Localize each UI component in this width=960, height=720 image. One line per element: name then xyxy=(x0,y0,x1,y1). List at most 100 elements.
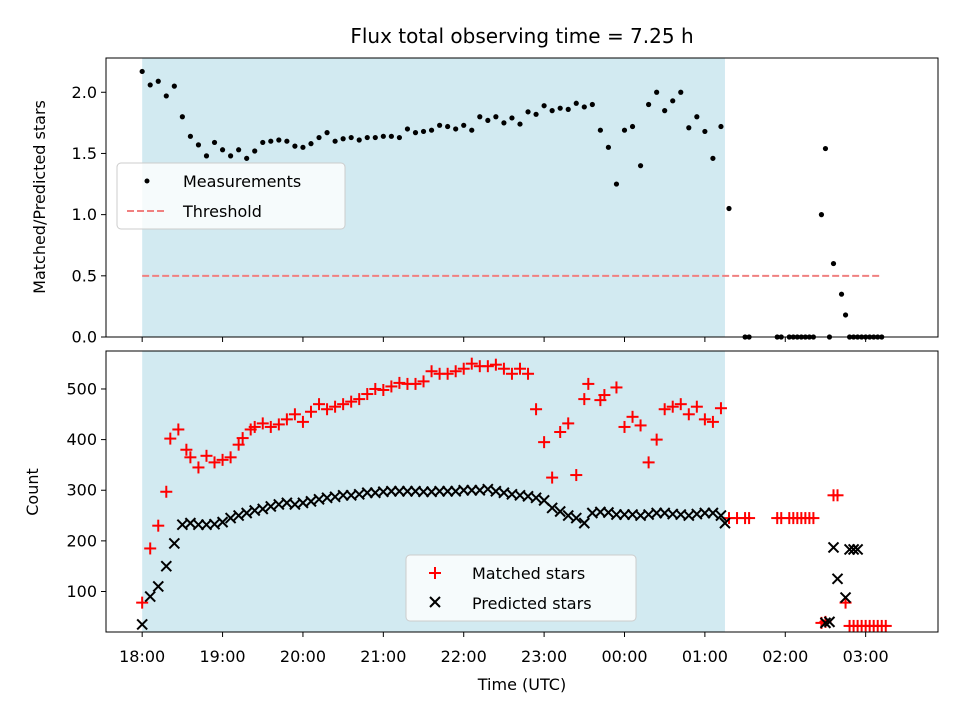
matched-star-point xyxy=(272,418,285,431)
measurement-point xyxy=(565,106,571,112)
predicted-star-point xyxy=(827,541,840,554)
matched-star-point xyxy=(321,403,334,416)
measurement-point xyxy=(364,134,370,141)
predicted-star-point xyxy=(823,616,836,628)
matched-star-point xyxy=(807,512,820,525)
measurement-point xyxy=(629,123,636,130)
measurement-point xyxy=(155,78,161,84)
matched-star-point xyxy=(248,420,261,433)
measurement-point xyxy=(300,144,306,150)
predicted-star-point xyxy=(136,618,148,631)
measurement-point xyxy=(710,155,716,161)
top-legend: Measurements Threshold xyxy=(116,162,346,230)
matched-star-point xyxy=(200,449,213,462)
matched-star-point xyxy=(264,420,277,433)
measurement-point xyxy=(654,89,660,95)
matched-star-point xyxy=(377,383,390,396)
predicted-star-point xyxy=(305,495,317,508)
x-axis-label: Time (UTC) xyxy=(477,675,566,694)
measurement-point xyxy=(316,134,322,141)
measurement-point xyxy=(139,68,145,75)
measurement-point xyxy=(147,82,153,88)
matched-star-point xyxy=(192,461,205,474)
predicted-star-point xyxy=(265,500,277,513)
matched-star-point xyxy=(417,375,430,388)
matched-star-point xyxy=(505,367,518,380)
top-y-axis-label: Matched/Predicted stars xyxy=(30,100,49,294)
measurement-point xyxy=(388,133,394,139)
measurement-point xyxy=(605,144,612,150)
bottom-y-tick-label: 400 xyxy=(66,430,97,449)
top-legend-box xyxy=(116,162,346,230)
matched-star-point xyxy=(160,485,173,498)
measurement-point xyxy=(541,103,547,109)
predicted-star-point xyxy=(839,591,852,604)
measurement-point xyxy=(686,125,692,131)
matched-star-point xyxy=(136,596,149,609)
predicted-star-point xyxy=(554,505,566,518)
matched-star-point xyxy=(598,389,611,402)
predicted-star-point xyxy=(160,560,172,572)
matched-star-point xyxy=(329,400,342,413)
predicted-star-point xyxy=(224,512,237,524)
predicted-star-point xyxy=(715,509,727,522)
predicted-star-point xyxy=(847,543,860,556)
matched-star-point xyxy=(698,413,711,426)
x-tick-label: 20:00 xyxy=(280,647,326,666)
legend-label-predicted: Predicted stars xyxy=(472,594,592,613)
x-tick-label: 19:00 xyxy=(200,647,246,666)
matched-star-point xyxy=(224,451,237,464)
predicted-star-point xyxy=(831,573,844,585)
matched-star-point xyxy=(313,398,326,411)
measurement-point xyxy=(469,127,475,133)
matched-star-point xyxy=(208,456,221,469)
x-tick-label: 02:00 xyxy=(762,647,808,666)
measurement-point xyxy=(718,123,724,130)
matched-star-point xyxy=(618,420,631,433)
matched-star-point xyxy=(610,381,623,394)
top-panel: 0.0 0.5 1.0 1.5 2.0 Flux total observing tim… xyxy=(30,24,939,347)
measurement-point xyxy=(493,114,499,120)
measurement-point xyxy=(678,89,684,95)
x-tick-label: 00:00 xyxy=(601,647,647,666)
measurement-point xyxy=(453,126,459,132)
measurement-point xyxy=(822,145,829,152)
matched-star-point xyxy=(232,438,245,451)
predicted-star-point xyxy=(719,517,731,529)
matched-star-point xyxy=(489,358,502,371)
predicted-star-point xyxy=(819,617,832,629)
top-y-tick-label: 0.5 xyxy=(72,266,97,285)
bottom-frame xyxy=(105,350,939,633)
measurement-point xyxy=(662,108,668,114)
measurement-point xyxy=(236,147,242,153)
predicted-star-point xyxy=(570,512,582,524)
predicted-star-point xyxy=(144,590,156,603)
matched-star-point xyxy=(562,417,575,430)
measurement-point xyxy=(171,83,177,89)
matched-star-point xyxy=(152,519,165,532)
measurement-point xyxy=(203,153,210,159)
bottom-legend: Matched stars Predicted stars xyxy=(405,554,637,622)
matched-star-point xyxy=(658,403,671,416)
measurement-point xyxy=(694,114,700,120)
measurement-point xyxy=(292,143,298,149)
measurement-point xyxy=(818,212,825,218)
measurement-point xyxy=(525,109,531,115)
measurement-point xyxy=(726,205,732,212)
legend-marker-measurements xyxy=(144,178,150,184)
matched-star-point xyxy=(369,382,382,395)
measurement-point xyxy=(276,137,282,143)
measurement-point xyxy=(404,126,411,132)
predicted-star-point xyxy=(707,507,719,519)
x-tick-label: 21:00 xyxy=(360,647,406,666)
measurement-point xyxy=(187,133,194,139)
legend-label-matched: Matched stars xyxy=(472,564,585,583)
matched-star-point xyxy=(385,380,398,393)
matched-star-point xyxy=(236,432,249,445)
bottom-y-tick-label: 100 xyxy=(66,582,97,601)
legend-label-threshold: Threshold xyxy=(182,202,262,221)
chart-title: Flux total observing time = 7.25 h xyxy=(350,24,693,48)
bottom-y-axis-label: Count xyxy=(23,468,42,516)
predicted-star-point xyxy=(562,509,574,522)
matched-star-point xyxy=(634,419,647,432)
